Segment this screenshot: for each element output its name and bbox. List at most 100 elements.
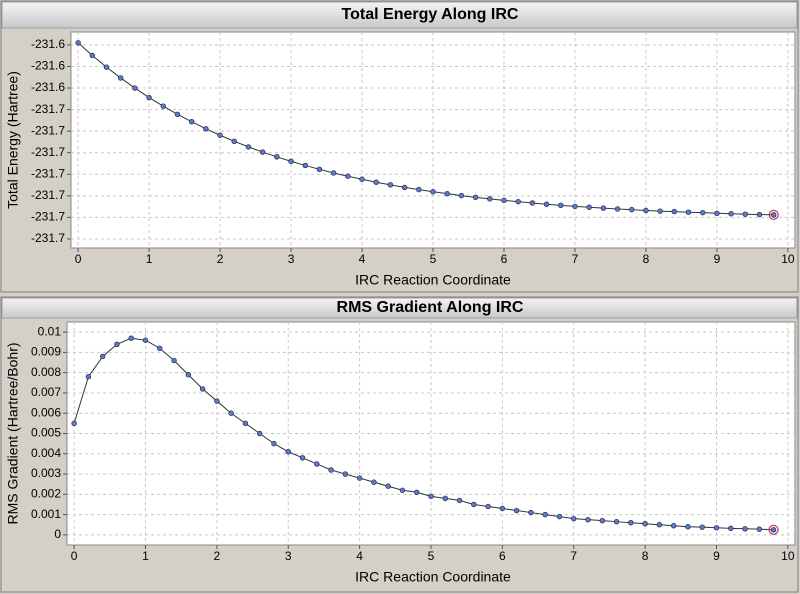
y-tick-label: 0.004 (31, 446, 61, 460)
data-point (71, 420, 77, 427)
x-tick-label: 9 (714, 252, 721, 266)
data-point (342, 471, 349, 477)
y-tick-label: 0.006 (31, 405, 61, 419)
title-bar (1, 1, 798, 29)
x-tick-label: 0 (71, 549, 78, 563)
data-point (414, 489, 420, 495)
x-tick-label: 5 (428, 549, 435, 563)
data-point (642, 521, 648, 527)
chart-title: RMS Gradient Along IRC (337, 299, 524, 316)
y-axis-label: Total Energy (Hartree) (5, 71, 21, 209)
data-point (103, 64, 110, 70)
data-point (328, 467, 334, 473)
data-point (257, 430, 263, 437)
data-point (458, 192, 465, 199)
y-tick-label: -231.7 (31, 166, 65, 180)
data-point (628, 519, 634, 526)
data-point (356, 475, 363, 481)
y-tick-label: -231.6 (31, 37, 65, 51)
chart-title: Total Energy Along IRC (342, 6, 519, 23)
data-point (285, 449, 291, 455)
y-tick-label: -231.7 (31, 210, 65, 224)
y-tick-label: -231.7 (31, 102, 65, 116)
y-tick-label: -231.7 (31, 188, 65, 202)
data-point (274, 154, 280, 160)
data-point (556, 513, 563, 520)
x-tick-label: 6 (499, 549, 506, 563)
data-point (314, 461, 320, 467)
data-point (217, 132, 223, 138)
data-point (430, 189, 436, 195)
x-tick-label: 10 (781, 549, 795, 563)
data-point (302, 162, 308, 169)
data-point (571, 515, 577, 522)
data-point (160, 103, 166, 109)
data-point (359, 176, 365, 182)
data-point (299, 455, 306, 461)
x-tick-label: 8 (642, 549, 649, 563)
data-point (614, 206, 621, 212)
data-point (528, 509, 534, 516)
x-axis-label: IRC Reaction Coordinate (355, 272, 511, 288)
x-tick-label: 5 (430, 252, 437, 266)
data-point (700, 209, 706, 216)
y-tick-label: 0.003 (31, 466, 61, 480)
x-tick-label: 3 (288, 252, 295, 266)
data-point (670, 523, 677, 529)
x-tick-label: 7 (570, 549, 577, 563)
data-point (242, 420, 249, 427)
data-point (586, 204, 592, 210)
title-bar (1, 297, 798, 319)
data-point (117, 75, 124, 81)
data-point (671, 208, 678, 215)
y-tick-label: 0.009 (31, 345, 61, 359)
data-point (756, 211, 763, 218)
data-point (529, 200, 536, 206)
y-tick-label: 0.005 (31, 426, 61, 440)
data-point (501, 197, 507, 204)
data-point (728, 211, 734, 217)
data-point (629, 206, 635, 213)
data-point (228, 410, 234, 416)
y-tick-label: -231.7 (31, 231, 65, 245)
data-point (572, 203, 578, 210)
current-point-highlight (768, 209, 779, 220)
data-point (585, 516, 591, 523)
data-point (345, 173, 351, 179)
y-tick-label: -231.7 (31, 123, 65, 137)
x-tick-label: 4 (359, 252, 366, 266)
data-point (771, 212, 777, 218)
data-point (742, 526, 748, 532)
data-point (171, 357, 177, 364)
x-tick-label: 1 (142, 549, 149, 563)
data-point (685, 209, 692, 215)
data-point (487, 196, 493, 202)
data-point (399, 487, 406, 493)
data-point (613, 518, 620, 525)
data-point (85, 374, 92, 380)
y-tick-label: 0.002 (31, 486, 61, 500)
data-point (499, 505, 506, 512)
data-point (643, 207, 649, 214)
data-point (157, 345, 163, 352)
data-point (558, 202, 564, 209)
data-point (428, 493, 434, 500)
data-point (728, 525, 734, 532)
data-point (373, 179, 379, 185)
data-point (231, 138, 237, 144)
data-point (128, 335, 134, 341)
y-tick-label: -231.7 (31, 145, 65, 159)
data-point (401, 184, 408, 191)
data-point (699, 524, 705, 530)
data-point (657, 208, 663, 214)
data-point (203, 126, 209, 132)
data-point (600, 205, 607, 211)
x-tick-label: 0 (75, 252, 82, 266)
data-point (316, 166, 323, 173)
data-point (199, 386, 206, 392)
data-point (515, 198, 521, 205)
x-tick-label: 3 (285, 549, 292, 563)
x-tick-label: 6 (501, 252, 508, 266)
y-tick-label: 0 (54, 527, 61, 541)
